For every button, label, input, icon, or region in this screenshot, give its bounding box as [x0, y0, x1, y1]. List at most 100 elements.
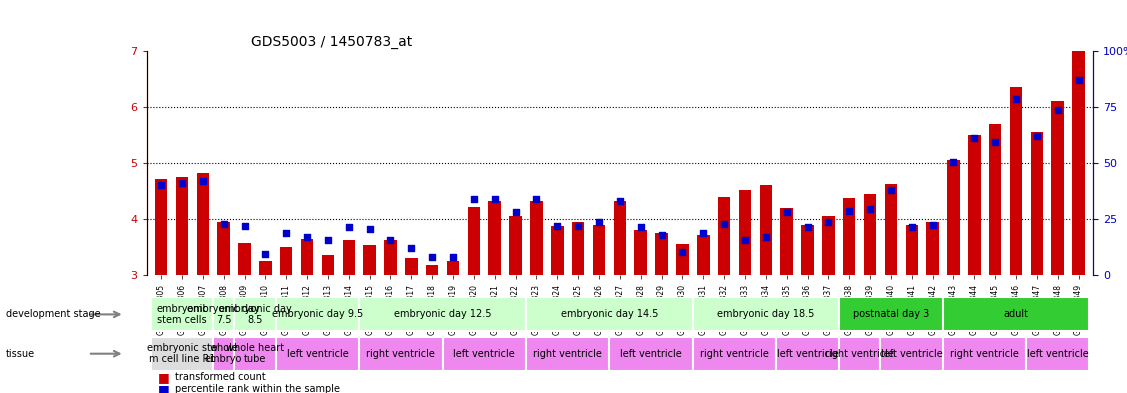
- FancyBboxPatch shape: [943, 298, 1089, 331]
- Point: [966, 135, 984, 141]
- Bar: [863, 194, 877, 275]
- Point: [986, 139, 1004, 145]
- Text: embryonic day 14.5: embryonic day 14.5: [561, 309, 658, 320]
- FancyBboxPatch shape: [1027, 337, 1089, 371]
- Bar: [843, 198, 855, 275]
- Point: [716, 220, 734, 227]
- Point: [694, 230, 712, 236]
- Bar: [1010, 88, 1022, 275]
- FancyBboxPatch shape: [234, 337, 276, 371]
- Text: left ventricle: left ventricle: [1027, 349, 1089, 359]
- Text: development stage: development stage: [6, 309, 100, 320]
- FancyBboxPatch shape: [943, 337, 1027, 371]
- Point: [819, 219, 837, 225]
- Text: left ventricle: left ventricle: [286, 349, 348, 359]
- Text: ■: ■: [158, 382, 169, 393]
- Text: whole
embryo: whole embryo: [205, 343, 242, 364]
- Point: [339, 224, 357, 231]
- Text: embryonic ste
m cell line R1: embryonic ste m cell line R1: [147, 343, 216, 364]
- Point: [277, 230, 295, 236]
- Bar: [488, 201, 502, 275]
- Text: transformed count: transformed count: [175, 372, 266, 382]
- Point: [214, 220, 232, 227]
- Text: embryonic
stem cells: embryonic stem cells: [156, 304, 207, 325]
- Point: [236, 223, 254, 229]
- Point: [1028, 133, 1046, 140]
- Text: ■: ■: [158, 371, 169, 384]
- Bar: [905, 225, 919, 275]
- Text: right ventricle: right ventricle: [533, 349, 602, 359]
- Bar: [509, 216, 522, 275]
- Point: [381, 237, 399, 244]
- Point: [778, 209, 796, 215]
- Bar: [468, 207, 480, 275]
- Bar: [426, 265, 438, 275]
- FancyBboxPatch shape: [777, 337, 838, 371]
- Bar: [613, 201, 627, 275]
- FancyBboxPatch shape: [360, 298, 526, 331]
- Text: right ventricle: right ventricle: [950, 349, 1019, 359]
- Bar: [363, 245, 376, 275]
- Point: [1070, 77, 1088, 83]
- Point: [674, 248, 692, 255]
- FancyBboxPatch shape: [151, 298, 213, 331]
- FancyBboxPatch shape: [213, 298, 234, 331]
- Bar: [446, 261, 460, 275]
- Bar: [259, 261, 272, 275]
- Bar: [571, 222, 585, 275]
- Point: [172, 180, 190, 186]
- Point: [841, 208, 859, 214]
- Text: left ventricle: left ventricle: [777, 349, 838, 359]
- Text: embryonic day 12.5: embryonic day 12.5: [393, 309, 491, 320]
- Bar: [321, 255, 335, 275]
- Bar: [154, 179, 168, 275]
- Bar: [551, 226, 564, 275]
- Text: right ventricle: right ventricle: [825, 349, 894, 359]
- Bar: [780, 208, 793, 275]
- Point: [799, 224, 817, 231]
- Point: [653, 231, 671, 238]
- Point: [506, 209, 524, 215]
- Point: [903, 224, 921, 231]
- Bar: [926, 222, 939, 275]
- FancyBboxPatch shape: [443, 337, 526, 371]
- Bar: [635, 230, 647, 275]
- Bar: [738, 190, 752, 275]
- Bar: [301, 239, 313, 275]
- Point: [423, 254, 441, 260]
- Bar: [1051, 101, 1064, 275]
- Bar: [1072, 51, 1085, 275]
- FancyBboxPatch shape: [360, 337, 443, 371]
- FancyBboxPatch shape: [526, 298, 693, 331]
- Text: adult: adult: [1003, 309, 1029, 320]
- Bar: [801, 225, 814, 275]
- Point: [548, 223, 566, 229]
- FancyBboxPatch shape: [213, 337, 234, 371]
- Point: [882, 187, 900, 193]
- Bar: [988, 124, 1002, 275]
- Point: [194, 178, 212, 184]
- Point: [464, 196, 482, 203]
- Bar: [1030, 132, 1044, 275]
- FancyBboxPatch shape: [234, 298, 276, 331]
- Text: whole heart
tube: whole heart tube: [225, 343, 284, 364]
- FancyBboxPatch shape: [151, 337, 213, 371]
- Point: [527, 196, 545, 203]
- Text: embryonic day 9.5: embryonic day 9.5: [272, 309, 363, 320]
- FancyBboxPatch shape: [276, 298, 360, 331]
- Point: [402, 245, 420, 252]
- Bar: [176, 177, 188, 275]
- Point: [569, 223, 587, 229]
- Point: [589, 219, 607, 225]
- FancyBboxPatch shape: [276, 337, 360, 371]
- Bar: [822, 216, 835, 275]
- Text: right ventricle: right ventricle: [366, 349, 435, 359]
- FancyBboxPatch shape: [693, 337, 777, 371]
- Bar: [238, 242, 251, 275]
- Point: [736, 237, 754, 244]
- Point: [924, 222, 942, 228]
- Text: tissue: tissue: [6, 349, 35, 359]
- Point: [757, 234, 775, 240]
- FancyBboxPatch shape: [838, 337, 880, 371]
- Bar: [405, 258, 418, 275]
